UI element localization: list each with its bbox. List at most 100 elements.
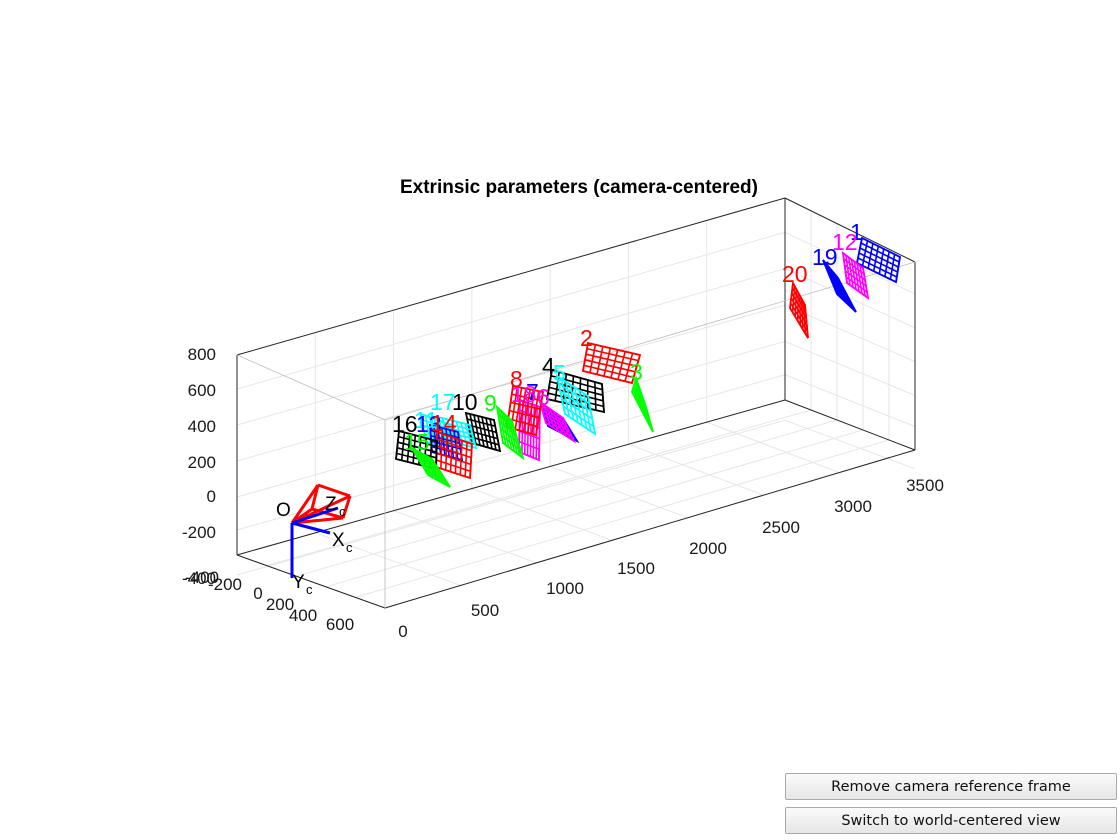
board-label-4: 4	[542, 353, 555, 379]
board-label-11: 11	[414, 407, 438, 433]
calibration-board-12	[841, 250, 870, 300]
board-gridline	[790, 297, 808, 326]
axis-edge	[384, 449, 916, 609]
board-gridline	[603, 347, 612, 377]
board-gridline	[570, 375, 575, 405]
gridline-z-side	[784, 419, 916, 470]
board-gridline	[454, 438, 458, 474]
calibration-board-5	[555, 374, 597, 436]
gridline-z-side	[784, 340, 916, 396]
board-gridline	[617, 351, 626, 380]
calibration-board-3	[631, 375, 654, 433]
y-tick-label: 0	[398, 622, 407, 641]
board-gridline	[459, 440, 463, 475]
switch-view-button[interactable]: Switch to world-centered view	[785, 807, 1117, 834]
board-gridline	[514, 387, 523, 430]
board-gridline	[406, 433, 411, 462]
board-gridline	[889, 254, 896, 280]
board-label-2: 2	[580, 325, 593, 351]
board-gridline	[541, 409, 568, 428]
board-gridline	[569, 384, 579, 423]
board-gridline	[519, 430, 540, 440]
camera-origin-label: O	[276, 500, 291, 521]
remove-camera-frame-button[interactable]: Remove camera reference frame	[785, 773, 1117, 800]
y-tick-label: 2000	[689, 539, 727, 558]
gridline-z	[236, 374, 786, 531]
board-label-5: 5	[553, 360, 566, 386]
board-gridline	[423, 430, 456, 443]
board-gridline	[500, 427, 520, 444]
y-tick-label: 3500	[906, 476, 944, 495]
gridline-z-side	[784, 374, 916, 427]
camera-axis-label: Z	[325, 494, 337, 515]
board-outline	[631, 375, 654, 433]
board-gridline	[449, 437, 453, 472]
board-gridline	[469, 413, 477, 445]
board-gridline	[518, 388, 527, 431]
board-gridline	[558, 382, 590, 405]
z-tick-label: -400	[182, 569, 216, 588]
board-gridline	[825, 266, 843, 286]
calibration-board-9	[495, 404, 525, 461]
gridline-floor-x	[266, 409, 812, 567]
y-tick-label: 500	[471, 601, 499, 620]
board-gridline	[543, 413, 571, 433]
camera-axis-label: Y	[292, 572, 305, 593]
board-gridline	[501, 435, 522, 452]
gridline-z	[236, 304, 786, 462]
x-tick-label: 200	[266, 595, 294, 614]
board-outline	[555, 374, 597, 436]
board-gridline	[583, 364, 634, 379]
camera-axis-subscript: c	[339, 504, 346, 519]
axis-edge	[236, 197, 786, 356]
camera-axis-subscript: c	[346, 540, 353, 555]
gridline-floor-depth	[393, 510, 537, 564]
board-label-6: 6	[537, 384, 550, 410]
board-label-7: 7	[526, 379, 539, 405]
calibration-board-2	[581, 341, 642, 385]
board-gridline	[845, 276, 868, 293]
z-tick-label: 800	[188, 345, 216, 364]
board-gridline	[397, 441, 437, 453]
board-gridline	[511, 393, 542, 402]
camera-pyramid-edge	[317, 483, 351, 498]
z-tick-label: -200	[182, 523, 216, 542]
gridline-z	[236, 231, 786, 390]
board-gridline	[400, 432, 406, 461]
board-label-20: 20	[782, 261, 808, 287]
camera-pyramid-edge	[341, 495, 352, 519]
z-tick-label: 400	[188, 417, 216, 436]
board-label-15: 15	[404, 429, 430, 455]
board-gridline	[470, 436, 500, 446]
board-gridline	[444, 435, 448, 471]
board-outline	[855, 236, 901, 284]
calibration-board-1	[855, 236, 901, 284]
camera-pyramid-ray	[290, 484, 320, 524]
gridline-floor-x	[325, 429, 864, 588]
board-gridline	[481, 416, 489, 448]
board-outline	[841, 250, 870, 300]
board-gridline	[844, 270, 867, 287]
board-label-10: 10	[452, 389, 478, 415]
board-gridline	[468, 424, 497, 434]
board-gridline	[510, 401, 541, 410]
board-gridline	[582, 392, 592, 432]
camera-z-axis	[291, 506, 339, 525]
board-gridline	[594, 381, 597, 411]
board-gridline	[573, 387, 583, 426]
board-gridline	[464, 442, 468, 477]
board-label-1: 1	[850, 219, 863, 245]
board-gridline	[418, 458, 440, 471]
board-outline	[789, 280, 809, 339]
gridline-floor-depth	[549, 465, 689, 519]
y-tick-label: 1500	[617, 559, 655, 578]
board-gridline	[522, 389, 531, 432]
board-gridline	[589, 344, 597, 373]
board-gridline	[440, 433, 443, 469]
board-gridline	[596, 346, 604, 375]
gridline-floor-depth	[706, 421, 840, 474]
x-tick-label: 400	[289, 606, 317, 625]
camera-pyramid-edge	[310, 484, 320, 510]
board-gridline	[624, 353, 634, 382]
